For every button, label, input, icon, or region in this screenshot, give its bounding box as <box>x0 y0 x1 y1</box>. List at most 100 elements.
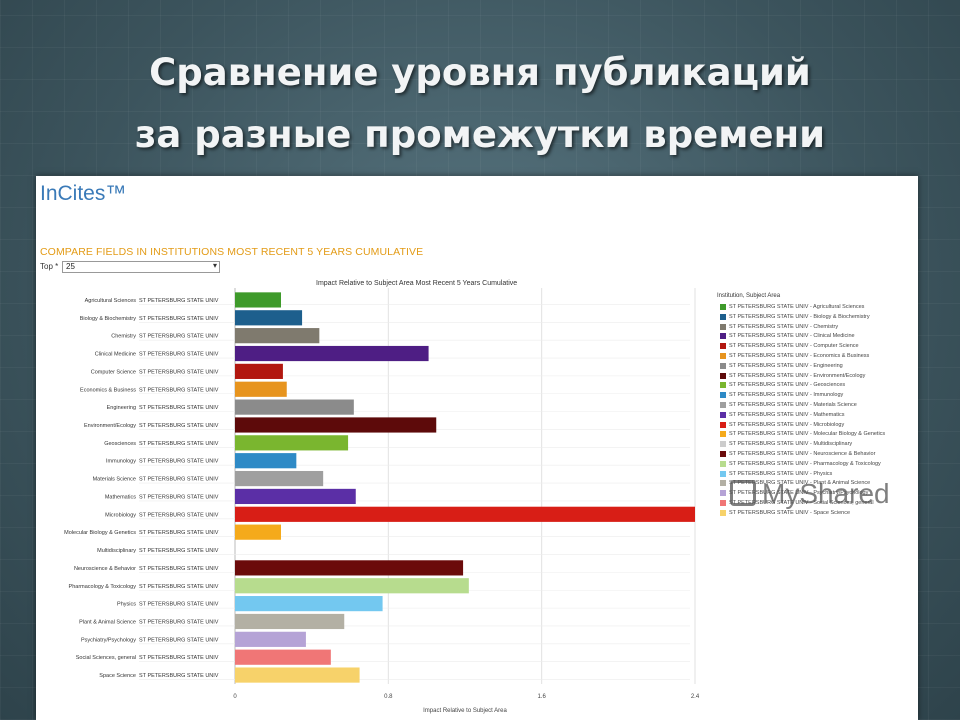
bar <box>235 470 324 487</box>
category-label: Psychiatry/Psychology <box>81 637 136 643</box>
institution-label: ST PETERSBURG STATE UNIV <box>139 584 219 590</box>
legend-swatch <box>720 441 726 448</box>
report-title: COMPARE FIELDS IN INSTITUTIONS MOST RECE… <box>40 246 424 258</box>
bar <box>235 578 469 594</box>
category-label: Pharmacology & Toxicology <box>69 584 137 590</box>
bar <box>235 292 281 308</box>
top-n-select[interactable]: 25 ▾ <box>62 261 220 273</box>
top-n-value: 25 <box>66 262 75 271</box>
bar <box>235 328 320 344</box>
legend-swatch <box>720 402 726 408</box>
legend-item: ST PETERSBURG STATE UNIV - Computer Scie… <box>720 343 859 351</box>
legend-swatch <box>720 470 726 477</box>
slide-title: Сравнение уровня публикаций за разные пр… <box>0 42 960 166</box>
bar <box>235 399 354 415</box>
top-label: Top * <box>40 262 59 271</box>
slide-title-line-2: за разные промежутки времени <box>134 113 826 156</box>
bar <box>235 453 297 469</box>
institution-label: ST PETERSBURG STATE UNIV <box>139 512 219 518</box>
bar <box>235 596 383 612</box>
institution-label: ST PETERSBURG STATE UNIV <box>139 298 219 304</box>
legend-item: ST PETERSBURG STATE UNIV - Psychiatry/Ps… <box>720 490 868 498</box>
legend-label: ST PETERSBURG STATE UNIV - Geosciences <box>729 382 846 389</box>
legend-label: ST PETERSBURG STATE UNIV - Clinical Medi… <box>729 333 855 340</box>
legend-label: ST PETERSBURG STATE UNIV - Physics <box>729 470 833 477</box>
slide-title-line-1: Сравнение уровня публикаций <box>149 51 811 94</box>
bar <box>235 649 331 665</box>
legend-label: ST PETERSBURG STATE UNIV - Agricultural … <box>729 304 865 310</box>
category-label: Engineering <box>107 405 136 411</box>
legend-label: ST PETERSBURG STATE UNIV - Computer Scie… <box>729 343 859 350</box>
institution-label: ST PETERSBURG STATE UNIV <box>139 602 219 608</box>
legend-label: ST PETERSBURG STATE UNIV - Space Science <box>729 509 851 516</box>
bar <box>235 488 356 505</box>
legend-label: ST PETERSBURG STATE UNIV - Multidiscipli… <box>729 441 853 448</box>
legend-item: ST PETERSBURG STATE UNIV - Pharmacology … <box>720 460 881 469</box>
legend-item: ST PETERSBURG STATE UNIV - Microbiology <box>720 421 845 430</box>
legend-item: ST PETERSBURG STATE UNIV - Engineering <box>720 362 843 371</box>
legend-swatch <box>720 392 726 399</box>
category-label: Clinical Medicine <box>95 352 136 358</box>
institution-label: ST PETERSBURG STATE UNIV <box>139 316 219 322</box>
chevron-down-icon[interactable]: ▾ <box>212 261 217 270</box>
incites-screenshot: InCites™ COMPARE FIELDS IN INSTITUTIONS … <box>36 176 918 720</box>
x-axis-label: Impact Relative to Subject Area <box>423 708 507 714</box>
category-label: Computer Science <box>91 369 136 375</box>
institution-label: ST PETERSBURG STATE UNIV <box>139 423 219 429</box>
category-label: Microbiology <box>105 512 136 518</box>
legend-swatch <box>720 490 726 497</box>
legend-label: ST PETERSBURG STATE UNIV - Engineering <box>729 362 843 369</box>
legend-item: ST PETERSBURG STATE UNIV - Molecular Bio… <box>720 431 885 439</box>
legend-swatch <box>720 509 726 516</box>
legend-label: ST PETERSBURG STATE UNIV - Molecular Bio… <box>729 431 886 438</box>
legend-swatch <box>720 313 726 320</box>
chart-title: Impact Relative to Subject Area Most Rec… <box>316 280 518 287</box>
legend-label: ST PETERSBURG STATE UNIV - Microbiology <box>729 421 845 428</box>
bar <box>235 435 349 451</box>
legend-label: ST PETERSBURG STATE UNIV - Pharmacology … <box>729 460 881 467</box>
legend-item: ST PETERSBURG STATE UNIV - Chemistry <box>720 323 838 332</box>
legend-item: ST PETERSBURG STATE UNIV - Social Scienc… <box>720 500 874 508</box>
category-label: Neuroscience & Behavior <box>74 566 136 572</box>
legend-swatch <box>720 353 726 359</box>
legend-swatch <box>720 411 726 418</box>
legend-label: ST PETERSBURG STATE UNIV - Economics & B… <box>729 353 870 359</box>
category-label: Mathematics <box>105 494 136 500</box>
institution-label: ST PETERSBURG STATE UNIV <box>139 369 219 375</box>
legend-label: ST PETERSBURG STATE UNIV - Biology & Bio… <box>729 313 870 320</box>
category-label: Physics <box>117 602 136 608</box>
myshared-watermark: MyShared <box>730 478 890 510</box>
x-tick-label: 1.6 <box>537 694 546 700</box>
institution-label: ST PETERSBURG STATE UNIV <box>139 655 219 661</box>
institution-label: ST PETERSBURG STATE UNIV <box>139 548 219 554</box>
institution-label: ST PETERSBURG STATE UNIV <box>139 530 219 536</box>
legend-item: ST PETERSBURG STATE UNIV - Agricultural … <box>720 304 864 312</box>
category-label: Molecular Biology & Genetics <box>64 530 136 536</box>
legend-item: ST PETERSBURG STATE UNIV - Mathematics <box>720 411 845 420</box>
legend-item: ST PETERSBURG STATE UNIV - Neuroscience … <box>720 451 875 459</box>
x-tick-label: 0.8 <box>384 694 393 700</box>
bar <box>235 631 306 647</box>
legend-item: ST PETERSBURG STATE UNIV - Economics & B… <box>720 353 869 361</box>
category-label: Biology & Biochemistry <box>80 316 136 322</box>
institution-label: ST PETERSBURG STATE UNIV <box>139 619 219 625</box>
institution-label: ST PETERSBURG STATE UNIV <box>139 441 219 447</box>
legend-label: ST PETERSBURG STATE UNIV - Neuroscience … <box>729 451 876 457</box>
legend-item: ST PETERSBURG STATE UNIV - Biology & Bio… <box>720 313 870 322</box>
legend-item: ST PETERSBURG STATE UNIV - Immunology <box>720 392 843 400</box>
incites-logo: InCites™ <box>40 182 127 205</box>
institution-label: ST PETERSBURG STATE UNIV <box>139 477 219 483</box>
category-label: Economics & Business <box>80 387 136 393</box>
category-label: Space Science <box>99 673 136 679</box>
x-tick-label: 0 <box>233 694 237 700</box>
legend-item: ST PETERSBURG STATE UNIV - Geosciences <box>720 382 845 390</box>
institution-label: ST PETERSBURG STATE UNIV <box>139 387 219 393</box>
institution-label: ST PETERSBURG STATE UNIV <box>139 334 219 340</box>
legend-swatch <box>720 500 726 506</box>
legend-swatch <box>720 431 726 438</box>
institution-label: ST PETERSBURG STATE UNIV <box>139 673 219 679</box>
institution-label: ST PETERSBURG STATE UNIV <box>139 405 219 411</box>
legend-swatch <box>720 323 726 330</box>
category-label: Plant & Animal Science <box>79 619 136 625</box>
